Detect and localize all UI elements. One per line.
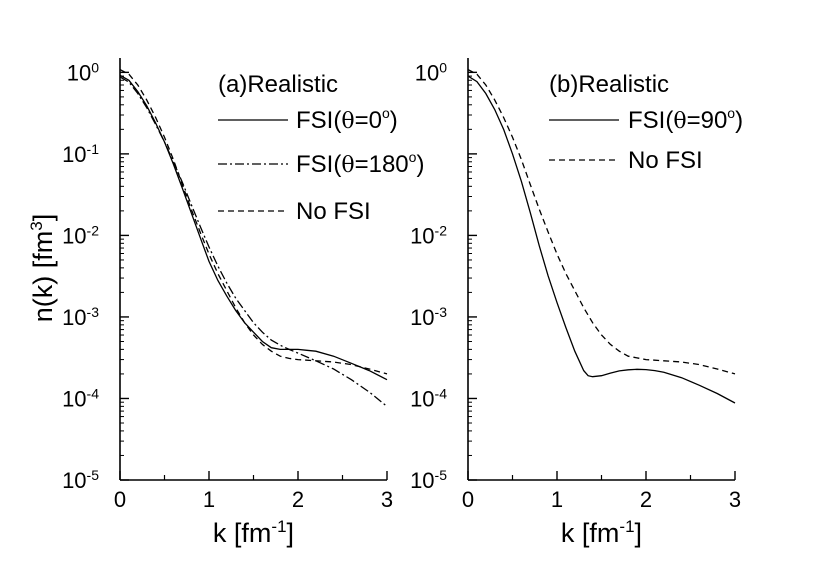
y-tick-label: 100 xyxy=(415,59,447,85)
legend-label: FSI(θ=90o) xyxy=(628,105,743,134)
series-line-dashed xyxy=(467,69,736,375)
series-line-solid xyxy=(467,75,736,404)
y-axis-label-close: ] xyxy=(28,214,58,222)
y-tick-label: 10-2 xyxy=(410,222,447,248)
x-tick-label: 1 xyxy=(203,487,215,512)
x-tick-label: 2 xyxy=(640,487,652,512)
x-tick-label: 3 xyxy=(729,487,741,512)
legend-label: No FSI xyxy=(628,147,703,174)
panel-title: (a)Realistic xyxy=(218,71,338,98)
x-tick-label: 2 xyxy=(292,487,304,512)
legend-label: No FSI xyxy=(296,198,371,225)
panel-b: 0 1 2 3 100 10-2 10-3 10-4 10-5 k [fm-1] (b)Realis… xyxy=(410,58,743,548)
y-axis-label: n(k) [fm3] xyxy=(27,214,58,322)
legend-label: FSI(θ=0o) xyxy=(296,105,398,134)
y-tick-label: 10-5 xyxy=(62,467,99,493)
y-axis-label-text: n(k) [fm xyxy=(28,231,58,323)
y-tick-label: 100 xyxy=(67,59,99,85)
y-tick-label: 10-1 xyxy=(62,141,99,167)
y-tick-label: 10-3 xyxy=(62,304,99,330)
y-tick-label: 10-4 xyxy=(62,385,99,411)
series-line-dashdot xyxy=(119,76,388,407)
y-tick-label: 10-4 xyxy=(410,385,447,411)
series-line-solid xyxy=(119,74,388,381)
x-axis-label: k [fm-1] xyxy=(561,517,642,548)
legend-label: FSI(θ=180o) xyxy=(296,149,424,178)
y-tick-label: 10-2 xyxy=(62,222,99,248)
x-tick-label: 3 xyxy=(381,487,393,512)
x-tick-label: 0 xyxy=(462,487,474,512)
panel-title: (b)Realistic xyxy=(549,71,669,98)
panel-a: 0 1 2 3 100 10-1 10-2 10-3 10-4 10-5 k [fm-1] (a)Re… xyxy=(62,58,424,548)
y-tick-label: 10-5 xyxy=(410,467,447,493)
series-line-dashed xyxy=(119,69,388,375)
x-axis-label: k [fm-1] xyxy=(213,517,294,548)
x-tick-label: 1 xyxy=(551,487,563,512)
x-tick-label: 0 xyxy=(114,487,126,512)
y-tick-label: 10-3 xyxy=(410,304,447,330)
y-axis-label-exponent: 3 xyxy=(27,221,46,230)
